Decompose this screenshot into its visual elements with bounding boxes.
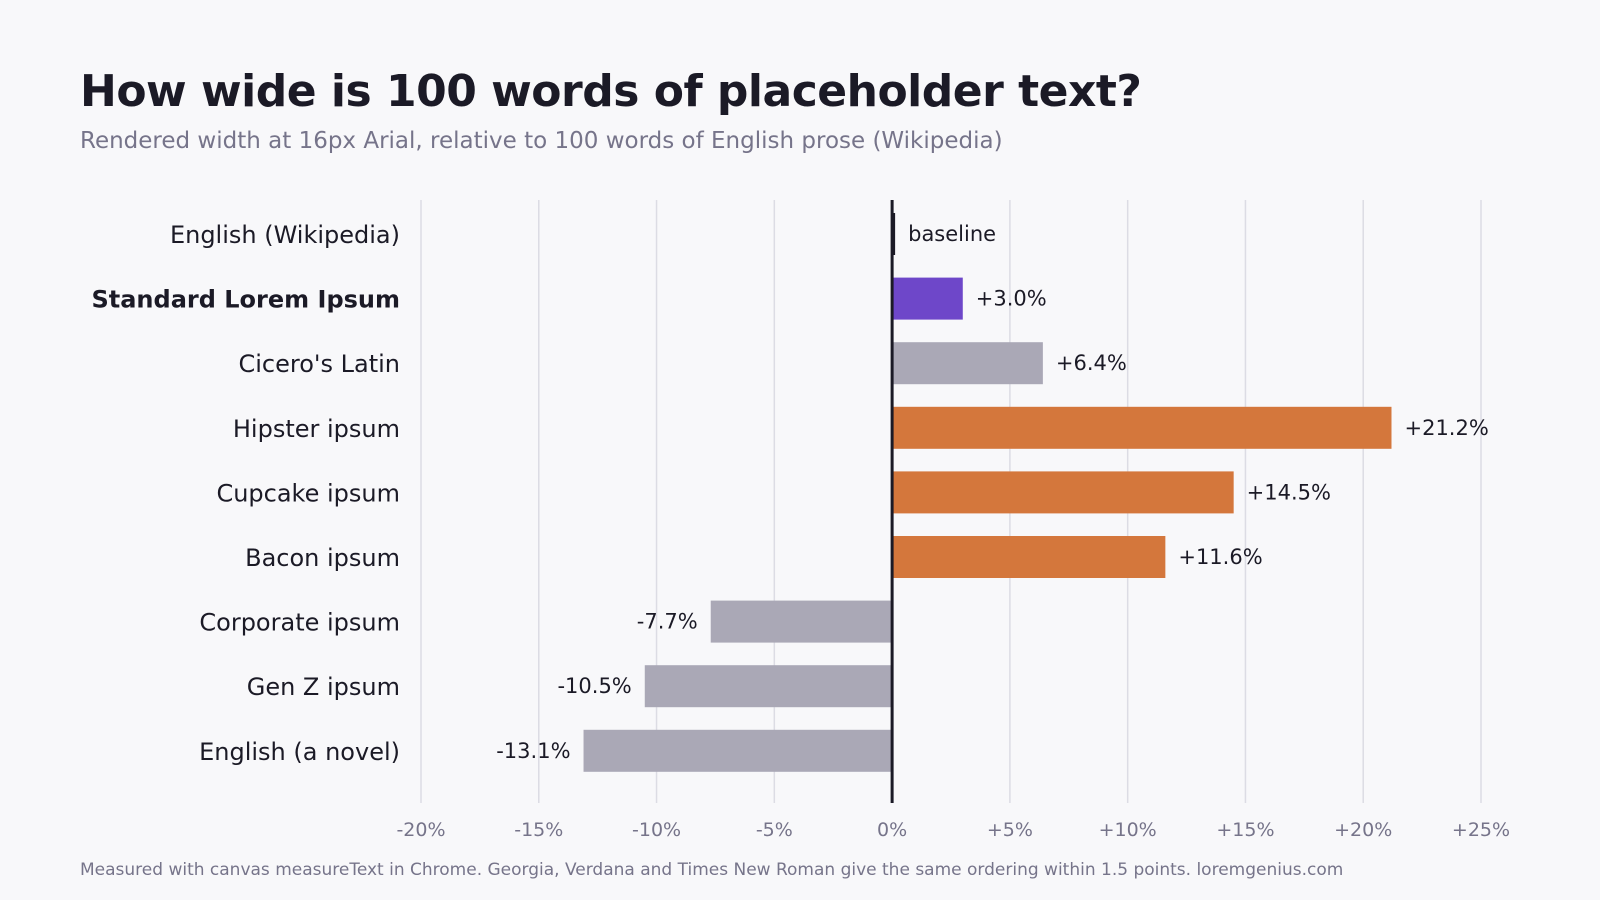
chart-subtitle: Rendered width at 16px Arial, relative t… bbox=[80, 128, 1003, 154]
bar bbox=[644, 665, 893, 708]
chart-title: How wide is 100 words of placeholder tex… bbox=[80, 66, 1142, 117]
value-label: +6.4% bbox=[1056, 351, 1127, 375]
value-label: -13.1% bbox=[496, 739, 570, 763]
category-label: Gen Z ipsum bbox=[247, 673, 400, 701]
x-tick-label: +5% bbox=[987, 819, 1033, 841]
bar bbox=[710, 600, 893, 643]
bar-chart: -20% -15% -10% -5% 0% +5% +10% +15% +20% +25% Engl… bbox=[91, 200, 1510, 841]
chart-footnote: Measured with canvas measureText in Chro… bbox=[80, 860, 1344, 880]
x-tick-label: -20% bbox=[396, 819, 445, 841]
category-label: Cupcake ipsum bbox=[216, 479, 400, 507]
x-tick-label: -15% bbox=[514, 819, 563, 841]
bar bbox=[892, 536, 1166, 578]
value-label: +14.5% bbox=[1247, 480, 1331, 504]
x-tick-label: -10% bbox=[632, 819, 681, 841]
value-label: +3.0% bbox=[976, 287, 1047, 311]
category-label: English (a novel) bbox=[199, 738, 400, 766]
x-tick-label: 0% bbox=[877, 819, 907, 841]
category-label: Bacon ipsum bbox=[245, 544, 400, 572]
value-label: -7.7% bbox=[637, 610, 698, 634]
x-tick-label: +20% bbox=[1334, 819, 1392, 841]
bar bbox=[892, 471, 1234, 514]
category-label: Standard Lorem Ipsum bbox=[91, 286, 400, 314]
value-label: +11.6% bbox=[1178, 545, 1262, 569]
bar bbox=[583, 729, 893, 772]
category-label: Corporate ipsum bbox=[199, 609, 400, 637]
bar bbox=[892, 342, 1043, 385]
category-label: Cicero's Latin bbox=[238, 350, 400, 378]
value-label: +21.2% bbox=[1404, 416, 1488, 440]
x-tick-label: +10% bbox=[1099, 819, 1157, 841]
bar bbox=[892, 277, 963, 320]
x-tick-label: +25% bbox=[1452, 819, 1510, 841]
value-label: baseline bbox=[908, 222, 996, 246]
category-label: English (Wikipedia) bbox=[170, 221, 400, 249]
value-label: -10.5% bbox=[557, 674, 631, 698]
x-tick-label: +15% bbox=[1216, 819, 1274, 841]
bar bbox=[892, 406, 1392, 449]
category-label: Hipster ipsum bbox=[233, 415, 400, 443]
x-tick-label: -5% bbox=[756, 819, 793, 841]
